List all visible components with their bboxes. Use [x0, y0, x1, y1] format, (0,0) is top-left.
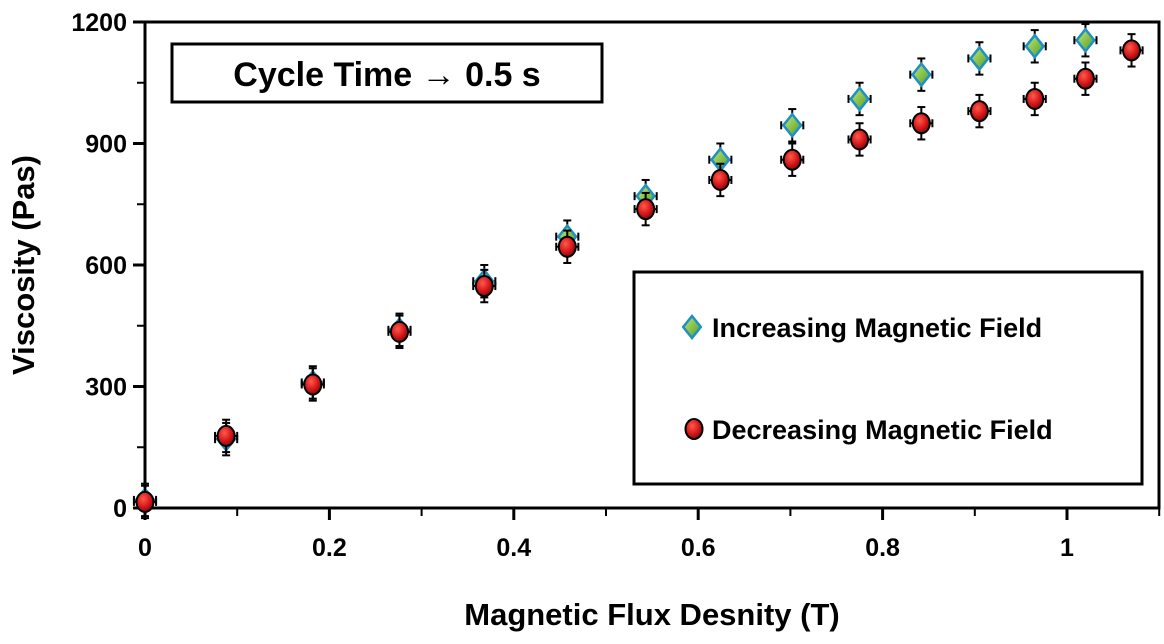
legend-box: [632, 270, 1144, 486]
decreasing-point-marker: [216, 424, 236, 447]
increasing-point-marker: [681, 313, 703, 341]
decreasing-data-point: [909, 106, 934, 141]
legend: Increasing Magnetic Field Decreasing Mag…: [632, 270, 1144, 486]
y-tick-label: 1200: [71, 9, 127, 37]
decreasing-point-marker: [1075, 67, 1095, 90]
x-tick-label: 0.6: [681, 534, 716, 562]
legend-marker-decreasing: [684, 418, 704, 440]
x-tick-label: 0: [138, 534, 152, 562]
decreasing-point-marker: [1025, 87, 1045, 110]
increasing-point-marker: [969, 45, 990, 72]
decreasing-data-point: [1073, 61, 1098, 96]
decreasing-point-marker: [135, 490, 155, 513]
x-tick-label: 0.4: [496, 534, 531, 562]
decreasing-data-point: [132, 484, 158, 520]
decreasing-point-marker: [389, 320, 409, 343]
increasing-point-marker: [1024, 33, 1046, 60]
x-tick-label: 0.2: [312, 534, 347, 562]
y-tick-label: 600: [85, 252, 127, 280]
decreasing-point-marker: [557, 235, 577, 258]
decreasing-point-marker: [782, 148, 802, 171]
y-axis-title: Viscosity (Pas): [6, 155, 41, 375]
increasing-point-marker: [849, 85, 870, 112]
increasing-data-point: [909, 57, 934, 92]
legend-marker-increasing: [681, 313, 703, 341]
decreasing-point-marker: [474, 275, 494, 298]
y-tick-label: 900: [85, 131, 127, 159]
increasing-data-point: [847, 81, 872, 117]
decreasing-point-marker: [684, 418, 704, 440]
data-points: [132, 23, 1144, 520]
increasing-data-point: [1073, 23, 1098, 58]
decreasing-data-point: [780, 142, 805, 177]
decreasing-data-point: [847, 122, 872, 157]
decreasing-data-point: [472, 268, 497, 304]
legend-label-decreasing: Decreasing Magnetic Field: [712, 415, 1053, 445]
decreasing-point-marker: [850, 128, 870, 151]
decreasing-data-point: [300, 367, 325, 402]
decreasing-point-marker: [636, 198, 656, 221]
axis-tick-labels: 0 0.2 0.4 0.6 0.8 1 0 300 600 900 1200: [71, 9, 1074, 562]
increasing-data-point: [780, 108, 805, 143]
y-tick-label: 0: [113, 495, 127, 523]
decreasing-data-point: [214, 418, 239, 454]
decreasing-point-marker: [1122, 39, 1142, 62]
decreasing-point-marker: [303, 373, 323, 396]
decreasing-point-marker: [911, 112, 931, 135]
decreasing-point-marker: [969, 100, 989, 123]
decreasing-data-point: [967, 93, 992, 129]
increasing-data-point: [967, 41, 992, 76]
increasing-point-marker: [1075, 27, 1096, 54]
increasing-point-marker: [781, 112, 803, 139]
decreasing-data-point: [387, 314, 412, 350]
chart-title: Cycle Time → 0.5 s: [233, 56, 540, 94]
legend-label-increasing: Increasing Magnetic Field: [712, 313, 1042, 343]
decreasing-data-point: [633, 191, 658, 227]
decreasing-data-point: [555, 229, 580, 264]
increasing-point-marker: [910, 61, 932, 88]
decreasing-data-point: [708, 162, 733, 198]
decreasing-data-point: [1022, 81, 1047, 117]
x-tick-label: 1: [1060, 534, 1074, 562]
x-tick-label: 0.8: [865, 534, 900, 562]
increasing-data-point: [1022, 29, 1047, 64]
decreasing-point-marker: [710, 168, 730, 191]
x-axis-title: Magnetic Flux Desnity (T): [464, 597, 839, 632]
decreasing-data-point: [1119, 33, 1144, 68]
y-tick-label: 300: [85, 374, 127, 402]
title-box: [170, 42, 604, 104]
